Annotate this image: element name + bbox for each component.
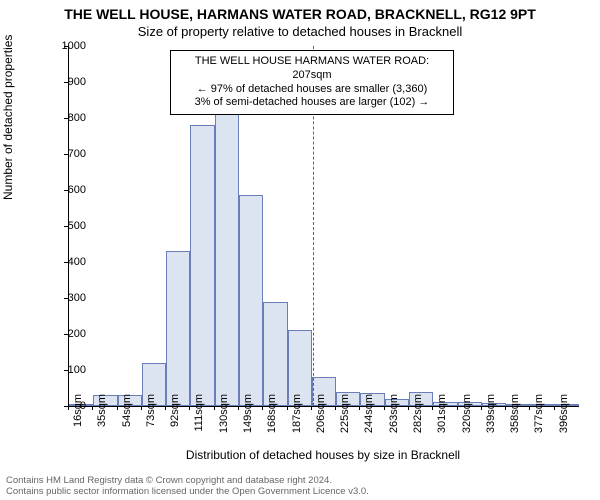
- x-tick-mark: [335, 406, 336, 410]
- x-tick-mark: [481, 406, 482, 410]
- histogram-bar: [190, 125, 214, 406]
- annotation-line-1: THE WELL HOUSE HARMANS WATER ROAD: 207sq…: [177, 55, 447, 83]
- x-tick-mark: [554, 406, 555, 410]
- annotation-line-2: ← 97% of detached houses are smaller (3,…: [177, 83, 447, 97]
- y-tick-mark: [64, 262, 68, 263]
- x-tick-label: 149sqm: [242, 394, 254, 444]
- x-tick-mark: [238, 406, 239, 410]
- x-axis-label: Distribution of detached houses by size …: [68, 448, 578, 462]
- footer: Contains HM Land Registry data © Crown c…: [6, 476, 369, 498]
- x-tick-label: 396sqm: [558, 394, 570, 444]
- x-tick-label: 54sqm: [121, 394, 133, 444]
- y-tick-mark: [64, 298, 68, 299]
- histogram-bar: [166, 251, 190, 406]
- x-tick-mark: [505, 406, 506, 410]
- x-tick-mark: [384, 406, 385, 410]
- y-tick-mark: [64, 226, 68, 227]
- x-tick-mark: [408, 406, 409, 410]
- x-tick-mark: [262, 406, 263, 410]
- x-tick-label: 301sqm: [436, 394, 448, 444]
- x-tick-label: 320sqm: [461, 394, 473, 444]
- histogram-bar: [239, 195, 263, 406]
- x-tick-mark: [457, 406, 458, 410]
- x-tick-mark: [311, 406, 312, 410]
- chart-subtitle: Size of property relative to detached ho…: [0, 24, 600, 39]
- x-tick-label: 282sqm: [412, 394, 424, 444]
- x-tick-mark: [117, 406, 118, 410]
- x-tick-label: 244sqm: [363, 394, 375, 444]
- x-tick-mark: [359, 406, 360, 410]
- y-tick-mark: [64, 154, 68, 155]
- histogram-bar: [215, 114, 239, 406]
- x-tick-label: 225sqm: [339, 394, 351, 444]
- y-tick-mark: [64, 370, 68, 371]
- y-tick-mark: [64, 334, 68, 335]
- x-tick-mark: [68, 406, 69, 410]
- x-tick-label: 168sqm: [266, 394, 278, 444]
- x-tick-label: 73sqm: [145, 394, 157, 444]
- x-tick-mark: [189, 406, 190, 410]
- x-tick-label: 92sqm: [169, 394, 181, 444]
- x-tick-mark: [287, 406, 288, 410]
- x-tick-label: 377sqm: [533, 394, 545, 444]
- footer-line-2: Contains public sector information licen…: [6, 487, 369, 498]
- x-tick-label: 16sqm: [72, 394, 84, 444]
- x-tick-mark: [432, 406, 433, 410]
- y-tick-mark: [64, 82, 68, 83]
- x-tick-label: 187sqm: [291, 394, 303, 444]
- y-tick-mark: [64, 46, 68, 47]
- histogram-bar: [263, 302, 287, 406]
- x-tick-mark: [165, 406, 166, 410]
- x-tick-label: 35sqm: [96, 394, 108, 444]
- x-tick-label: 358sqm: [509, 394, 521, 444]
- y-axis-label: Number of detached properties: [1, 35, 15, 200]
- y-tick-mark: [64, 118, 68, 119]
- annotation-line-3: 3% of semi-detached houses are larger (1…: [177, 96, 447, 110]
- x-tick-label: 263sqm: [388, 394, 400, 444]
- x-tick-label: 130sqm: [218, 394, 230, 444]
- annotation-box: THE WELL HOUSE HARMANS WATER ROAD: 207sq…: [170, 50, 454, 115]
- x-tick-label: 339sqm: [485, 394, 497, 444]
- x-tick-mark: [141, 406, 142, 410]
- x-tick-label: 111sqm: [193, 394, 205, 444]
- x-tick-label: 206sqm: [315, 394, 327, 444]
- chart-title: THE WELL HOUSE, HARMANS WATER ROAD, BRAC…: [0, 6, 600, 22]
- x-tick-mark: [529, 406, 530, 410]
- x-tick-mark: [92, 406, 93, 410]
- y-tick-mark: [64, 190, 68, 191]
- x-tick-mark: [214, 406, 215, 410]
